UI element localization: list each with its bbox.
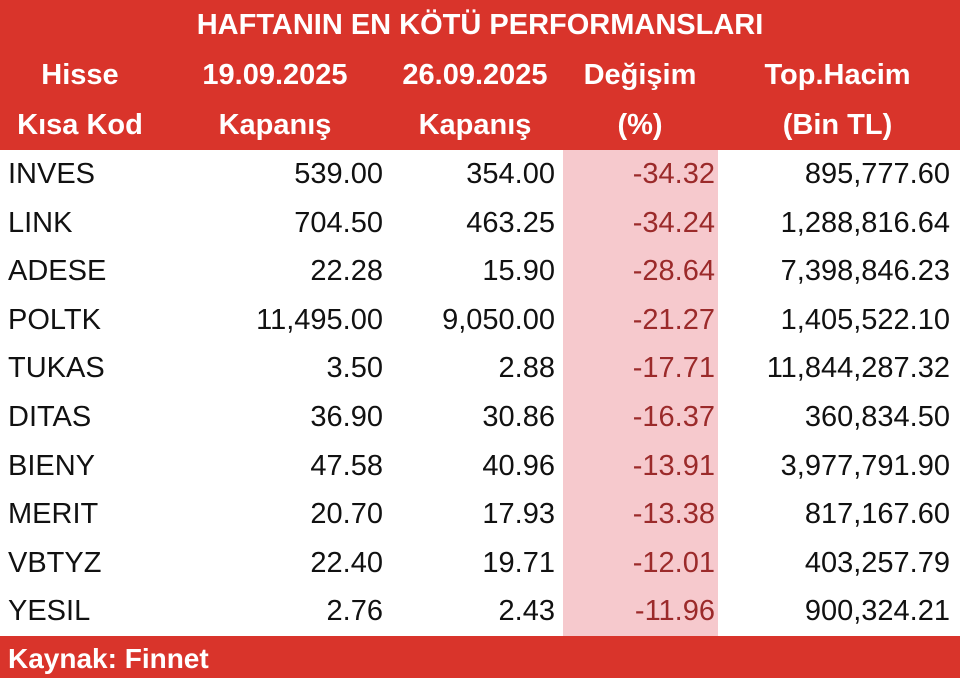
change-column-band (563, 150, 718, 636)
title: HAFTANIN EN KÖTÜ PERFORMANSLARI (196, 9, 764, 41)
cell-value: 7,398,846.23 (780, 255, 950, 288)
cell-value: 11,844,287.32 (766, 352, 950, 385)
column-header: 26.09.2025 (402, 59, 548, 91)
change-value: -13.91 (632, 449, 715, 482)
change-value: -16.37 (632, 401, 715, 433)
column-header: Top.Hacim (764, 59, 911, 91)
column-header: Kapanış (218, 109, 332, 141)
column-header: Kısa Kod (17, 109, 143, 141)
cell-value: 17.93 (482, 498, 555, 531)
cell-value: 403,257.79 (804, 546, 950, 579)
stock-code: VBTYZ (8, 546, 102, 579)
stock-code: YESIL (8, 595, 91, 628)
cell-value: 47.58 (310, 449, 383, 482)
cell-value: 1,405,522.10 (780, 303, 950, 336)
change-value: -17.71 (632, 352, 715, 385)
change-value: -34.32 (632, 158, 715, 190)
cell-value: 704.50 (294, 206, 383, 239)
footer-band (0, 636, 960, 678)
header-band (0, 0, 960, 150)
stock-code: DITAS (8, 401, 92, 433)
cell-value: 22.28 (310, 255, 383, 288)
cell-value: 11,495.00 (256, 303, 383, 336)
cell-value: 9,050.00 (442, 303, 555, 336)
cell-value: 20.70 (310, 498, 383, 531)
stock-code: POLTK (8, 303, 101, 336)
cell-value: 539.00 (294, 158, 383, 190)
stock-code: INVES (8, 158, 96, 190)
change-value: -21.27 (632, 303, 715, 336)
cell-value: 354.00 (466, 158, 555, 190)
cell-value: 2.43 (498, 595, 555, 628)
cell-value: 817,167.60 (804, 498, 950, 531)
change-value: -34.24 (632, 206, 715, 239)
stock-code: TUKAS (8, 352, 105, 385)
cell-value: 2.88 (498, 352, 555, 385)
stock-code: BIENY (8, 449, 96, 482)
cell-value: 900,324.21 (804, 595, 950, 628)
column-header: Değişim (583, 59, 697, 91)
column-header: 19.09.2025 (202, 59, 348, 91)
cell-value: 36.90 (310, 401, 383, 433)
stock-code: ADESE (8, 255, 107, 288)
column-header: Hisse (41, 59, 119, 91)
change-value: -11.96 (634, 595, 715, 628)
cell-value: 895,777.60 (804, 158, 950, 190)
cell-value: 360,834.50 (804, 401, 950, 433)
cell-value: 19.71 (482, 546, 555, 579)
column-header: (Bin TL) (782, 109, 893, 141)
cell-value: 463.25 (466, 206, 555, 239)
cell-value: 30.86 (482, 401, 555, 433)
cell-value: 22.40 (310, 546, 383, 579)
cell-value: 40.96 (482, 449, 555, 482)
stock-code: LINK (8, 206, 73, 239)
cell-value: 3,977,791.90 (780, 449, 950, 482)
column-header: (%) (617, 109, 663, 141)
change-value: -12.01 (632, 546, 715, 579)
cell-value: 1,288,816.64 (780, 206, 950, 239)
change-value: -13.38 (632, 498, 715, 531)
cell-value: 3.50 (326, 352, 383, 385)
source: Kaynak: Finnet (8, 643, 209, 674)
column-header: Kapanış (418, 109, 532, 141)
change-value: -28.64 (632, 255, 715, 288)
stock-code: MERIT (8, 498, 99, 531)
cell-value: 2.76 (326, 595, 383, 628)
cell-value: 15.90 (482, 255, 555, 288)
